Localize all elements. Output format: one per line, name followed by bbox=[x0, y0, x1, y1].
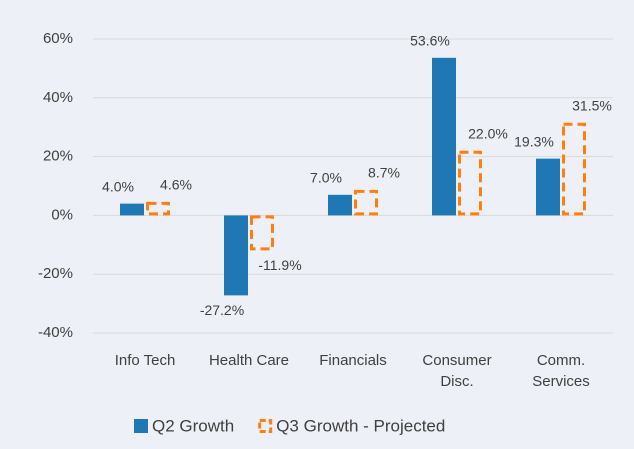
bar bbox=[250, 215, 274, 251]
legend-swatch bbox=[258, 419, 273, 433]
x-tick-label: Comm. Services bbox=[532, 352, 590, 390]
x-tick-label: Health Care bbox=[209, 352, 289, 369]
data-label: -27.2% bbox=[200, 302, 244, 318]
y-tick-label: -20% bbox=[38, 265, 73, 282]
y-tick-label: 20% bbox=[43, 148, 73, 165]
data-label: 4.0% bbox=[102, 178, 134, 194]
x-tick-label: Financials bbox=[319, 352, 387, 369]
bar bbox=[146, 201, 170, 216]
legend-label: Q2 Growth bbox=[152, 416, 234, 435]
data-label: 53.6% bbox=[410, 33, 450, 49]
bar bbox=[328, 194, 352, 216]
bar bbox=[354, 189, 378, 216]
x-tick-label-line: Comm. bbox=[537, 352, 585, 369]
bar bbox=[224, 215, 248, 296]
data-label: 22.0% bbox=[468, 125, 508, 141]
y-tick-label: -40% bbox=[38, 324, 73, 341]
x-tick-label-line: Consumer bbox=[422, 352, 491, 369]
bar bbox=[432, 57, 456, 216]
x-tick-label-line: Disc. bbox=[440, 373, 473, 390]
legend-swatch bbox=[134, 419, 148, 433]
legend-label: Q3 Growth - Projected bbox=[276, 416, 445, 435]
data-label: -11.9% bbox=[258, 257, 301, 273]
bar bbox=[458, 150, 482, 216]
bar bbox=[536, 158, 560, 216]
y-tick-label: 40% bbox=[43, 89, 73, 106]
y-tick-label: 0% bbox=[51, 206, 73, 223]
data-label: 31.5% bbox=[572, 97, 612, 113]
data-label: 4.6% bbox=[160, 177, 192, 193]
data-label: 8.7% bbox=[368, 165, 400, 181]
x-tick-label: Consumer Disc. bbox=[422, 352, 491, 390]
y-tick-label: 60% bbox=[43, 30, 73, 47]
x-tick-label: Info Tech bbox=[115, 352, 176, 369]
bar bbox=[562, 122, 586, 216]
bar bbox=[120, 203, 144, 216]
data-label: 19.3% bbox=[514, 133, 554, 149]
data-label: 7.0% bbox=[310, 170, 342, 186]
x-tick-label-line: Services bbox=[532, 373, 590, 390]
